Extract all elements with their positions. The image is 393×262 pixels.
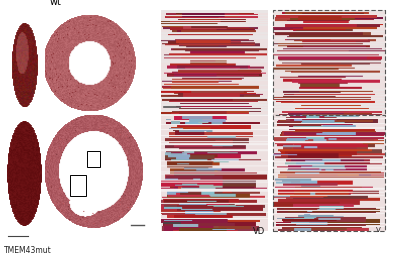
Bar (70, 175, 86, 196)
Text: TMEM43mut: TMEM43mut (4, 246, 52, 255)
Text: V: V (376, 227, 381, 233)
Bar (273, 10, 385, 115)
Bar (87, 151, 100, 167)
Bar (273, 115, 385, 231)
Text: wt: wt (49, 0, 61, 7)
Text: VD: VD (253, 227, 265, 236)
